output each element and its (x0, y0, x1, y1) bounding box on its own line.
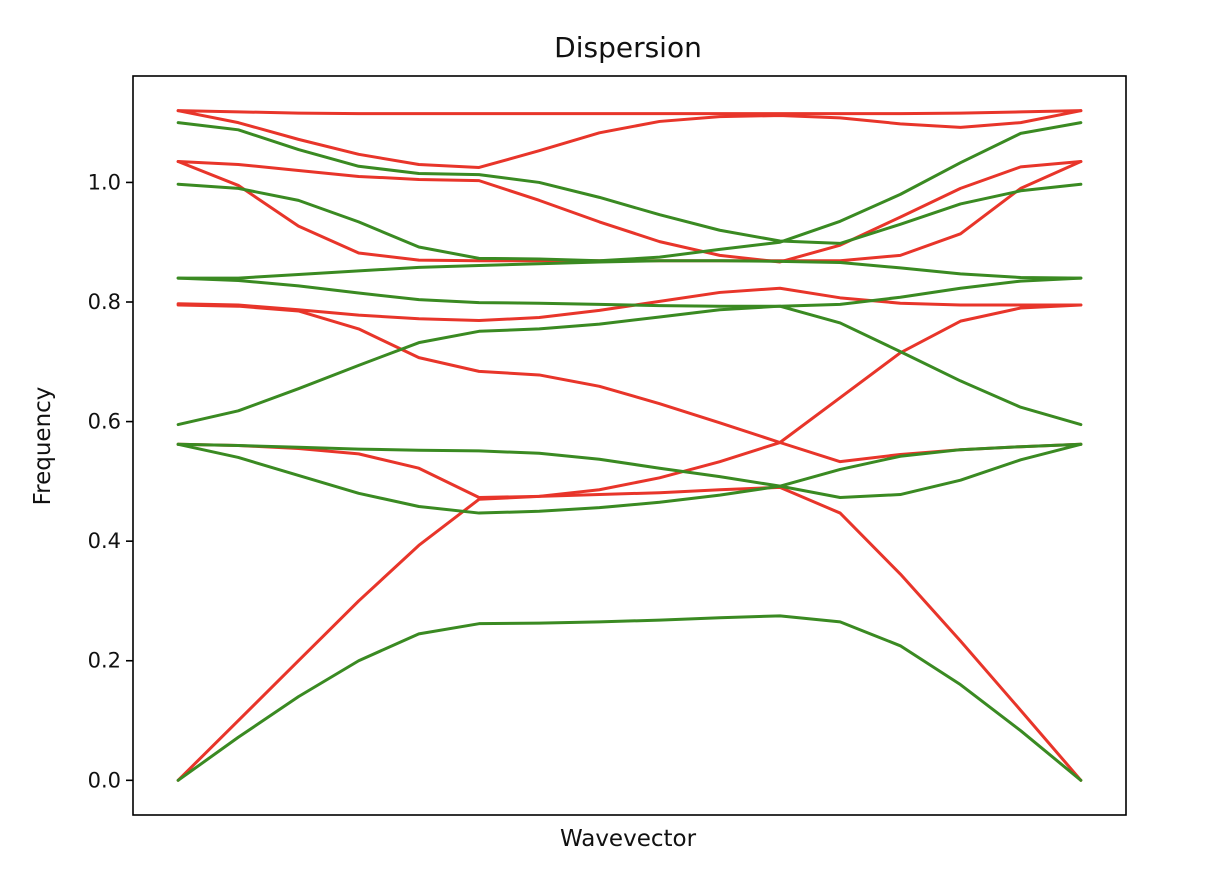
y-tick-label: 0.4 (88, 529, 121, 553)
x-axis-label: Wavevector (560, 826, 697, 852)
green-band-line-12 (176, 304, 1083, 427)
green-band-line-16 (176, 121, 1083, 245)
plot-frame (132, 75, 1127, 816)
y-tick-label: 0.6 (88, 410, 121, 434)
green-band-line-15 (176, 121, 1083, 263)
green-band-line-10 (176, 442, 1083, 515)
y-axis-label: Frequency (30, 387, 56, 506)
green-band-line-13 (176, 276, 1083, 308)
green-band-line-9 (176, 614, 1083, 782)
y-axis-ticks: 0.0 0.2 0.4 0.6 0.8 1.0 (88, 170, 133, 792)
chart-title: Dispersion (554, 31, 702, 64)
red-band-line-5 (176, 160, 1083, 263)
y-tick-label: 0.0 (88, 768, 121, 792)
red-band-line-8 (176, 109, 1083, 116)
red-band-line-1 (176, 303, 1083, 782)
red-band-line-7 (176, 109, 1083, 169)
red-band-line-6 (176, 160, 1083, 264)
series-layer (176, 109, 1083, 782)
y-tick-label: 0.8 (88, 290, 121, 314)
green-band-line-11 (176, 442, 1083, 500)
green-band-line-14 (176, 259, 1083, 280)
red-band-line-3 (176, 442, 1083, 782)
y-tick-label: 1.0 (88, 170, 121, 194)
y-tick-label: 0.2 (88, 649, 121, 673)
